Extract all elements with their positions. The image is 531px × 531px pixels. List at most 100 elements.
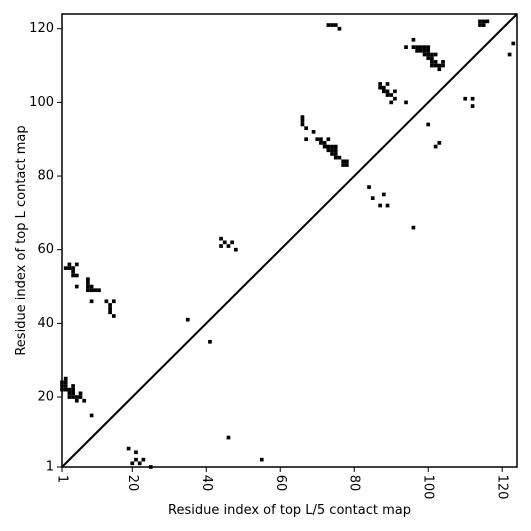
contact-cell [86, 284, 90, 289]
contact-cell [111, 314, 116, 318]
diagonal-line [61, 13, 518, 468]
contact-cell [108, 310, 112, 315]
contact-cell [381, 85, 386, 90]
contact-cell [341, 163, 345, 167]
contact-cell [67, 391, 72, 396]
contact-cell [234, 247, 238, 252]
contact-cell [330, 148, 334, 153]
contact-cell [441, 63, 445, 68]
contact-cell [208, 339, 212, 344]
x-tick-label: 20 [125, 475, 140, 492]
contact-cell [415, 45, 419, 49]
contact-cell [326, 148, 331, 153]
contact-cell [430, 60, 434, 64]
contact-cell [333, 152, 338, 156]
x-axis-label: Residue index of top L/5 contact map [168, 503, 411, 518]
contact-cell [411, 37, 416, 42]
contact-cell [304, 126, 308, 131]
y-tick-label: 20 [37, 390, 54, 405]
contact-cell [63, 376, 68, 381]
contact-cell [389, 100, 394, 105]
contact-cell [422, 45, 427, 49]
contact-cells [60, 19, 516, 469]
contact-cell [378, 203, 382, 208]
contact-cell [433, 52, 438, 57]
y-tick-label: 80 [37, 169, 54, 184]
x-tick-label: 80 [347, 475, 362, 492]
contact-cell [226, 244, 231, 248]
contact-cell [89, 288, 94, 293]
contact-cell [381, 192, 386, 197]
contact-cell [333, 23, 338, 27]
contact-cell [418, 45, 423, 49]
contact-cell [230, 240, 235, 245]
contact-cell [74, 273, 79, 278]
contact-cell [67, 266, 72, 270]
contact-cell [481, 19, 486, 24]
contact-cell [74, 284, 79, 289]
contact-cell [326, 137, 331, 142]
x-tick-label: 1 [55, 475, 70, 483]
contact-cell [430, 52, 434, 57]
contact-cell [481, 23, 486, 27]
contact-cell [108, 306, 112, 311]
contact-cell [341, 159, 345, 164]
contact-cell [393, 96, 397, 101]
contact-cell [111, 299, 116, 304]
contact-cell [78, 391, 83, 396]
contact-cell [126, 446, 131, 451]
contact-cell [326, 23, 331, 27]
contact-cell [385, 203, 390, 208]
y-axis-label: Residue index of top L contact map [14, 125, 29, 355]
contact-cell [219, 244, 223, 248]
contact-cell [141, 457, 146, 462]
contact-cell [86, 288, 90, 293]
x-tick-label: 40 [199, 475, 214, 492]
contact-cell [370, 196, 375, 200]
y-tick-label: 100 [29, 95, 54, 110]
contact-cell [322, 141, 327, 145]
contact-cell [463, 96, 468, 101]
contact-cell [71, 391, 75, 396]
contact-cell [71, 384, 75, 388]
contact-cell [367, 185, 371, 189]
contact-cell [226, 435, 231, 440]
contact-cell [470, 96, 475, 101]
contact-cell [337, 26, 342, 31]
contact-cell [108, 303, 112, 307]
contact-cell [333, 148, 338, 153]
contact-cell [137, 461, 142, 466]
contact-cell [404, 45, 408, 49]
contact-cell [82, 398, 87, 403]
contact-cell [134, 457, 138, 462]
contact-cell [344, 163, 349, 167]
contact-cell [71, 395, 75, 399]
contact-cell [385, 82, 390, 86]
contact-cell [415, 48, 419, 53]
contact-cell [433, 63, 438, 68]
contact-cell [322, 144, 327, 149]
contact-cell [426, 122, 431, 127]
contact-cell [426, 45, 431, 49]
contact-cell [63, 387, 68, 392]
contact-cell [104, 299, 109, 304]
contact-cell [330, 144, 334, 149]
x-tick-label: 100 [421, 475, 436, 500]
contact-cell [300, 115, 305, 119]
contact-cell [422, 48, 427, 53]
contact-cell [437, 67, 442, 72]
contact-cell [418, 48, 423, 53]
contact-cell [385, 89, 390, 94]
contact-cell [381, 89, 386, 94]
contact-cell [333, 155, 338, 160]
contact-cell [344, 159, 349, 164]
contact-cell [478, 23, 482, 27]
plot-frame [61, 13, 518, 468]
contact-cell [422, 52, 427, 57]
contact-cell [89, 284, 94, 289]
contact-cell [311, 130, 316, 134]
contact-cell [507, 52, 512, 57]
contact-cell [71, 269, 75, 274]
contact-cell [393, 89, 397, 94]
